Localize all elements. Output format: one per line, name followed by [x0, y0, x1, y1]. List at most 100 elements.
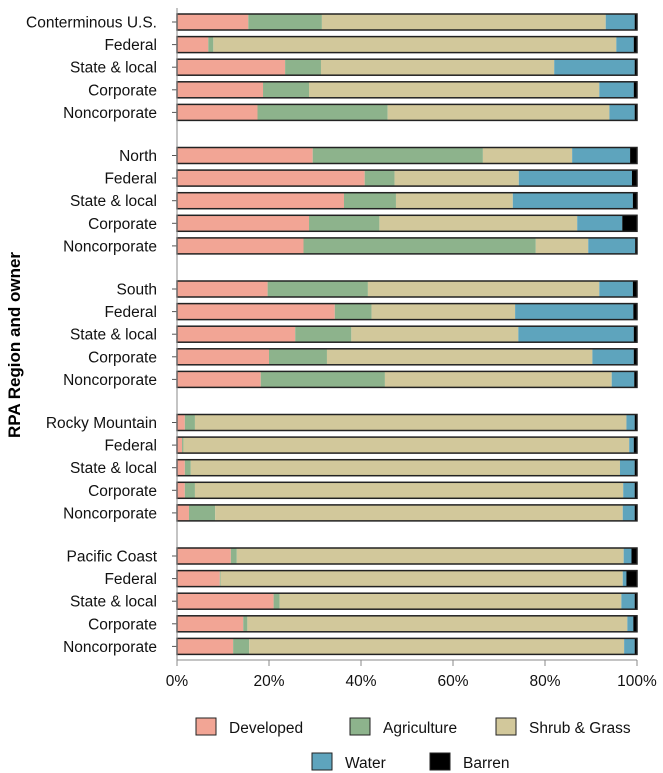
category-label-rocky-mountain: Rocky Mountain — [46, 415, 157, 432]
bar-segment-developed — [177, 348, 269, 365]
bar-segment-barren — [634, 459, 637, 476]
bar-segment-barren — [631, 548, 637, 564]
bar-segment-developed — [177, 81, 264, 98]
legend-swatch-agriculture — [349, 717, 371, 736]
x-tick-label-0: 0% — [166, 673, 189, 690]
bar-segment-agriculture — [285, 59, 321, 76]
bar-segment-developed — [177, 14, 249, 30]
category-label-state-and-local: State & local — [70, 460, 157, 477]
bar-segment-barren — [633, 36, 637, 53]
bar-segment-agriculture — [188, 504, 216, 521]
bar-segment-developed — [177, 414, 185, 431]
bar-segment-shrub-and-grass — [309, 81, 600, 98]
category-labels: Conterminous U.S. Federal State & local Cor… — [26, 8, 178, 660]
bar-segment-developed — [177, 147, 313, 164]
bar-segment-shrub-and-grass — [236, 548, 624, 564]
bar-segment-agriculture — [309, 215, 380, 232]
bar-segment-developed — [177, 371, 261, 388]
bar-segment-water — [512, 192, 633, 209]
bar-segment-shrub-and-grass — [535, 237, 589, 254]
bar-segment-agriculture — [343, 192, 396, 209]
bar-segment-water — [518, 326, 634, 343]
bar-segment-water — [518, 170, 632, 187]
bar-segment-water — [627, 615, 634, 632]
category-label-corporate: Corporate — [88, 82, 157, 99]
category-label-federal: Federal — [104, 37, 157, 54]
x-tick-label-3: 60% — [437, 673, 468, 690]
bar-segment-shrub-and-grass — [394, 170, 519, 187]
bar-segment-water — [572, 147, 631, 164]
bar-segment-developed — [177, 482, 185, 499]
bar-segment-water — [616, 36, 634, 53]
bar-segment-water — [515, 303, 634, 320]
bar-segment-shrub-and-grass — [395, 192, 513, 209]
bar-segment-water — [554, 59, 635, 76]
bar-segment-developed — [177, 59, 286, 76]
bar-segment-developed — [177, 593, 274, 610]
category-label-state-and-local: State & local — [70, 594, 157, 611]
bar-segment-barren — [633, 615, 637, 632]
bar-segment-barren — [633, 81, 637, 98]
bar-segment-shrub-and-grass — [279, 593, 622, 610]
bar-segment-water — [611, 371, 635, 388]
y-axis-label: RPA Region and owner — [5, 252, 24, 438]
legend-label-barren: Barren — [463, 755, 510, 772]
bar-segment-agriculture — [184, 414, 195, 431]
bar-segment-barren — [631, 170, 637, 187]
bar-segment-developed — [177, 638, 234, 655]
bar-segment-water — [623, 482, 635, 499]
bar-segment-water — [623, 548, 632, 564]
bar-segment-barren — [633, 348, 637, 365]
legend-swatch-shrub-and-grass — [495, 717, 517, 736]
bar-segment-water — [626, 414, 635, 431]
category-label-north: North — [119, 148, 157, 165]
bar-segment-developed — [177, 104, 258, 121]
bar-segment-water — [605, 14, 635, 30]
bar-segment-barren — [634, 593, 637, 610]
bar-segment-agriculture — [260, 371, 385, 388]
bar-segment-agriculture — [257, 104, 388, 121]
bar-segment-agriculture — [269, 348, 327, 365]
category-label-corporate: Corporate — [88, 483, 157, 500]
bar-segment-water — [624, 638, 635, 655]
bar-segment-developed — [177, 281, 268, 297]
bar-segment-shrub-and-grass — [367, 281, 600, 297]
bar-segment-barren — [626, 570, 637, 587]
bar-segment-agriculture — [184, 459, 191, 476]
bar-segment-agriculture — [295, 326, 352, 343]
bar-segment-developed — [177, 437, 183, 454]
category-label-state-and-local: State & local — [70, 193, 157, 210]
bar-segment-barren — [634, 504, 637, 521]
category-label-corporate: Corporate — [88, 616, 157, 633]
bar-segment-barren — [634, 414, 637, 431]
category-label-noncorporate: Noncorporate — [63, 505, 157, 522]
category-label-corporate: Corporate — [88, 349, 157, 366]
bar-segment-shrub-and-grass — [384, 371, 612, 388]
bar-segment-barren — [634, 104, 637, 121]
bar-segment-shrub-and-grass — [387, 104, 610, 121]
category-label-noncorporate: Noncorporate — [63, 105, 157, 122]
bar-segment-agriculture — [267, 281, 368, 297]
category-label-corporate: Corporate — [88, 216, 157, 233]
bar-segment-agriculture — [273, 593, 280, 610]
bar-segment-barren — [633, 303, 637, 320]
category-label-state-and-local: State & local — [70, 60, 157, 77]
category-label-federal: Federal — [104, 571, 157, 588]
bar-segment-barren — [634, 14, 637, 30]
bar-segment-developed — [177, 548, 231, 564]
category-label-conterminous-u-s: Conterminous U.S. — [26, 15, 157, 32]
bar-segment-water — [619, 459, 635, 476]
bar-segment-shrub-and-grass — [215, 504, 623, 521]
legend-label-shrub-and-grass: Shrub & Grass — [529, 720, 631, 737]
category-label-noncorporate: Noncorporate — [63, 238, 157, 255]
bar-segment-developed — [177, 192, 344, 209]
bar-segment-shrub-and-grass — [194, 482, 624, 499]
bar-segment-developed — [177, 459, 185, 476]
bar-segment-barren — [634, 59, 637, 76]
bar-segment-water — [592, 348, 634, 365]
bar-segment-shrub-and-grass — [321, 14, 606, 30]
bar-segment-shrub-and-grass — [482, 147, 573, 164]
bar-segment-developed — [177, 215, 310, 232]
category-label-south: South — [116, 282, 157, 299]
